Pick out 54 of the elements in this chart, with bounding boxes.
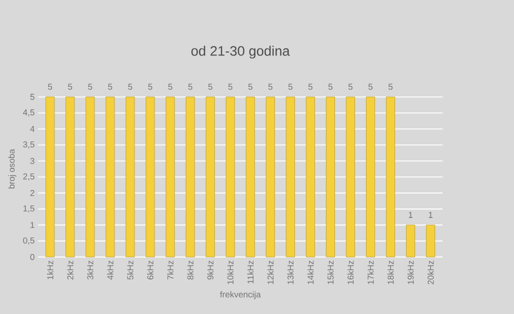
x-tick-label: 13kHz: [287, 260, 294, 284]
y-tick-label: 3: [30, 158, 34, 164]
data-label: 5: [228, 84, 232, 90]
x-tick-label: 10kHz: [227, 260, 234, 284]
x-axis-title: frekvencija: [220, 291, 261, 300]
y-tick-label: 5: [30, 94, 34, 100]
y-tick-label: 1,5: [23, 205, 34, 212]
x-tick-label: 16kHz: [347, 260, 354, 284]
y-tick-label: 4: [30, 126, 34, 132]
y-tick-label: 2,5: [23, 173, 34, 180]
x-tick-label: 11kHz: [247, 260, 254, 284]
x-tick-label: 8kHz: [187, 260, 194, 280]
data-label: 5: [328, 84, 332, 90]
data-label: 1: [428, 212, 433, 218]
y-tick-label: 0: [30, 254, 34, 260]
y-tick-label: 3,5: [23, 141, 34, 148]
y-tick-label: 4,5: [23, 109, 34, 116]
data-label: 5: [68, 84, 72, 90]
x-tick-label: 1kHz: [46, 260, 54, 280]
data-label: 5: [388, 84, 393, 90]
x-tick-label: 18kHz: [387, 260, 394, 284]
y-tick-label: 1: [30, 222, 34, 228]
data-label: 5: [348, 84, 353, 90]
data-label: 5: [208, 84, 212, 90]
x-tick-label: 15kHz: [327, 260, 334, 284]
x-tick-label: 7kHz: [167, 260, 174, 280]
x-tick-label: 2kHz: [67, 260, 74, 280]
data-label: 5: [128, 84, 132, 90]
y-axis-title: broj osoba: [8, 148, 16, 188]
data-label: 5: [88, 84, 92, 90]
data-label: 5: [48, 84, 52, 90]
data-label: 5: [148, 84, 152, 90]
data-label: 5: [288, 84, 292, 90]
data-label: 5: [308, 84, 312, 90]
x-tick-label: 12kHz: [267, 260, 274, 284]
chart-title: od 21-30 godina: [191, 46, 290, 58]
data-label: 5: [248, 84, 252, 90]
x-tick-label: 19kHz: [407, 260, 414, 284]
data-label: 5: [268, 84, 272, 90]
x-tick-label: 6kHz: [147, 260, 154, 280]
y-tick-label: 0,5: [23, 237, 34, 244]
data-label: 5: [368, 84, 373, 90]
x-tick-label: 5kHz: [127, 260, 134, 280]
x-tick-label: 14kHz: [307, 260, 314, 284]
data-label: 5: [108, 84, 112, 90]
x-tick-label: 4kHz: [107, 260, 114, 280]
data-label: 5: [188, 84, 192, 90]
x-tick-label: 3kHz: [87, 260, 94, 280]
data-label: 5: [168, 84, 172, 90]
x-tick-label: 20kHz: [427, 260, 434, 284]
y-tick-label: 2: [30, 190, 34, 196]
x-tick-label: 9kHz: [207, 260, 214, 280]
data-label: 1: [408, 212, 413, 218]
x-tick-label: 17kHz: [367, 260, 374, 284]
